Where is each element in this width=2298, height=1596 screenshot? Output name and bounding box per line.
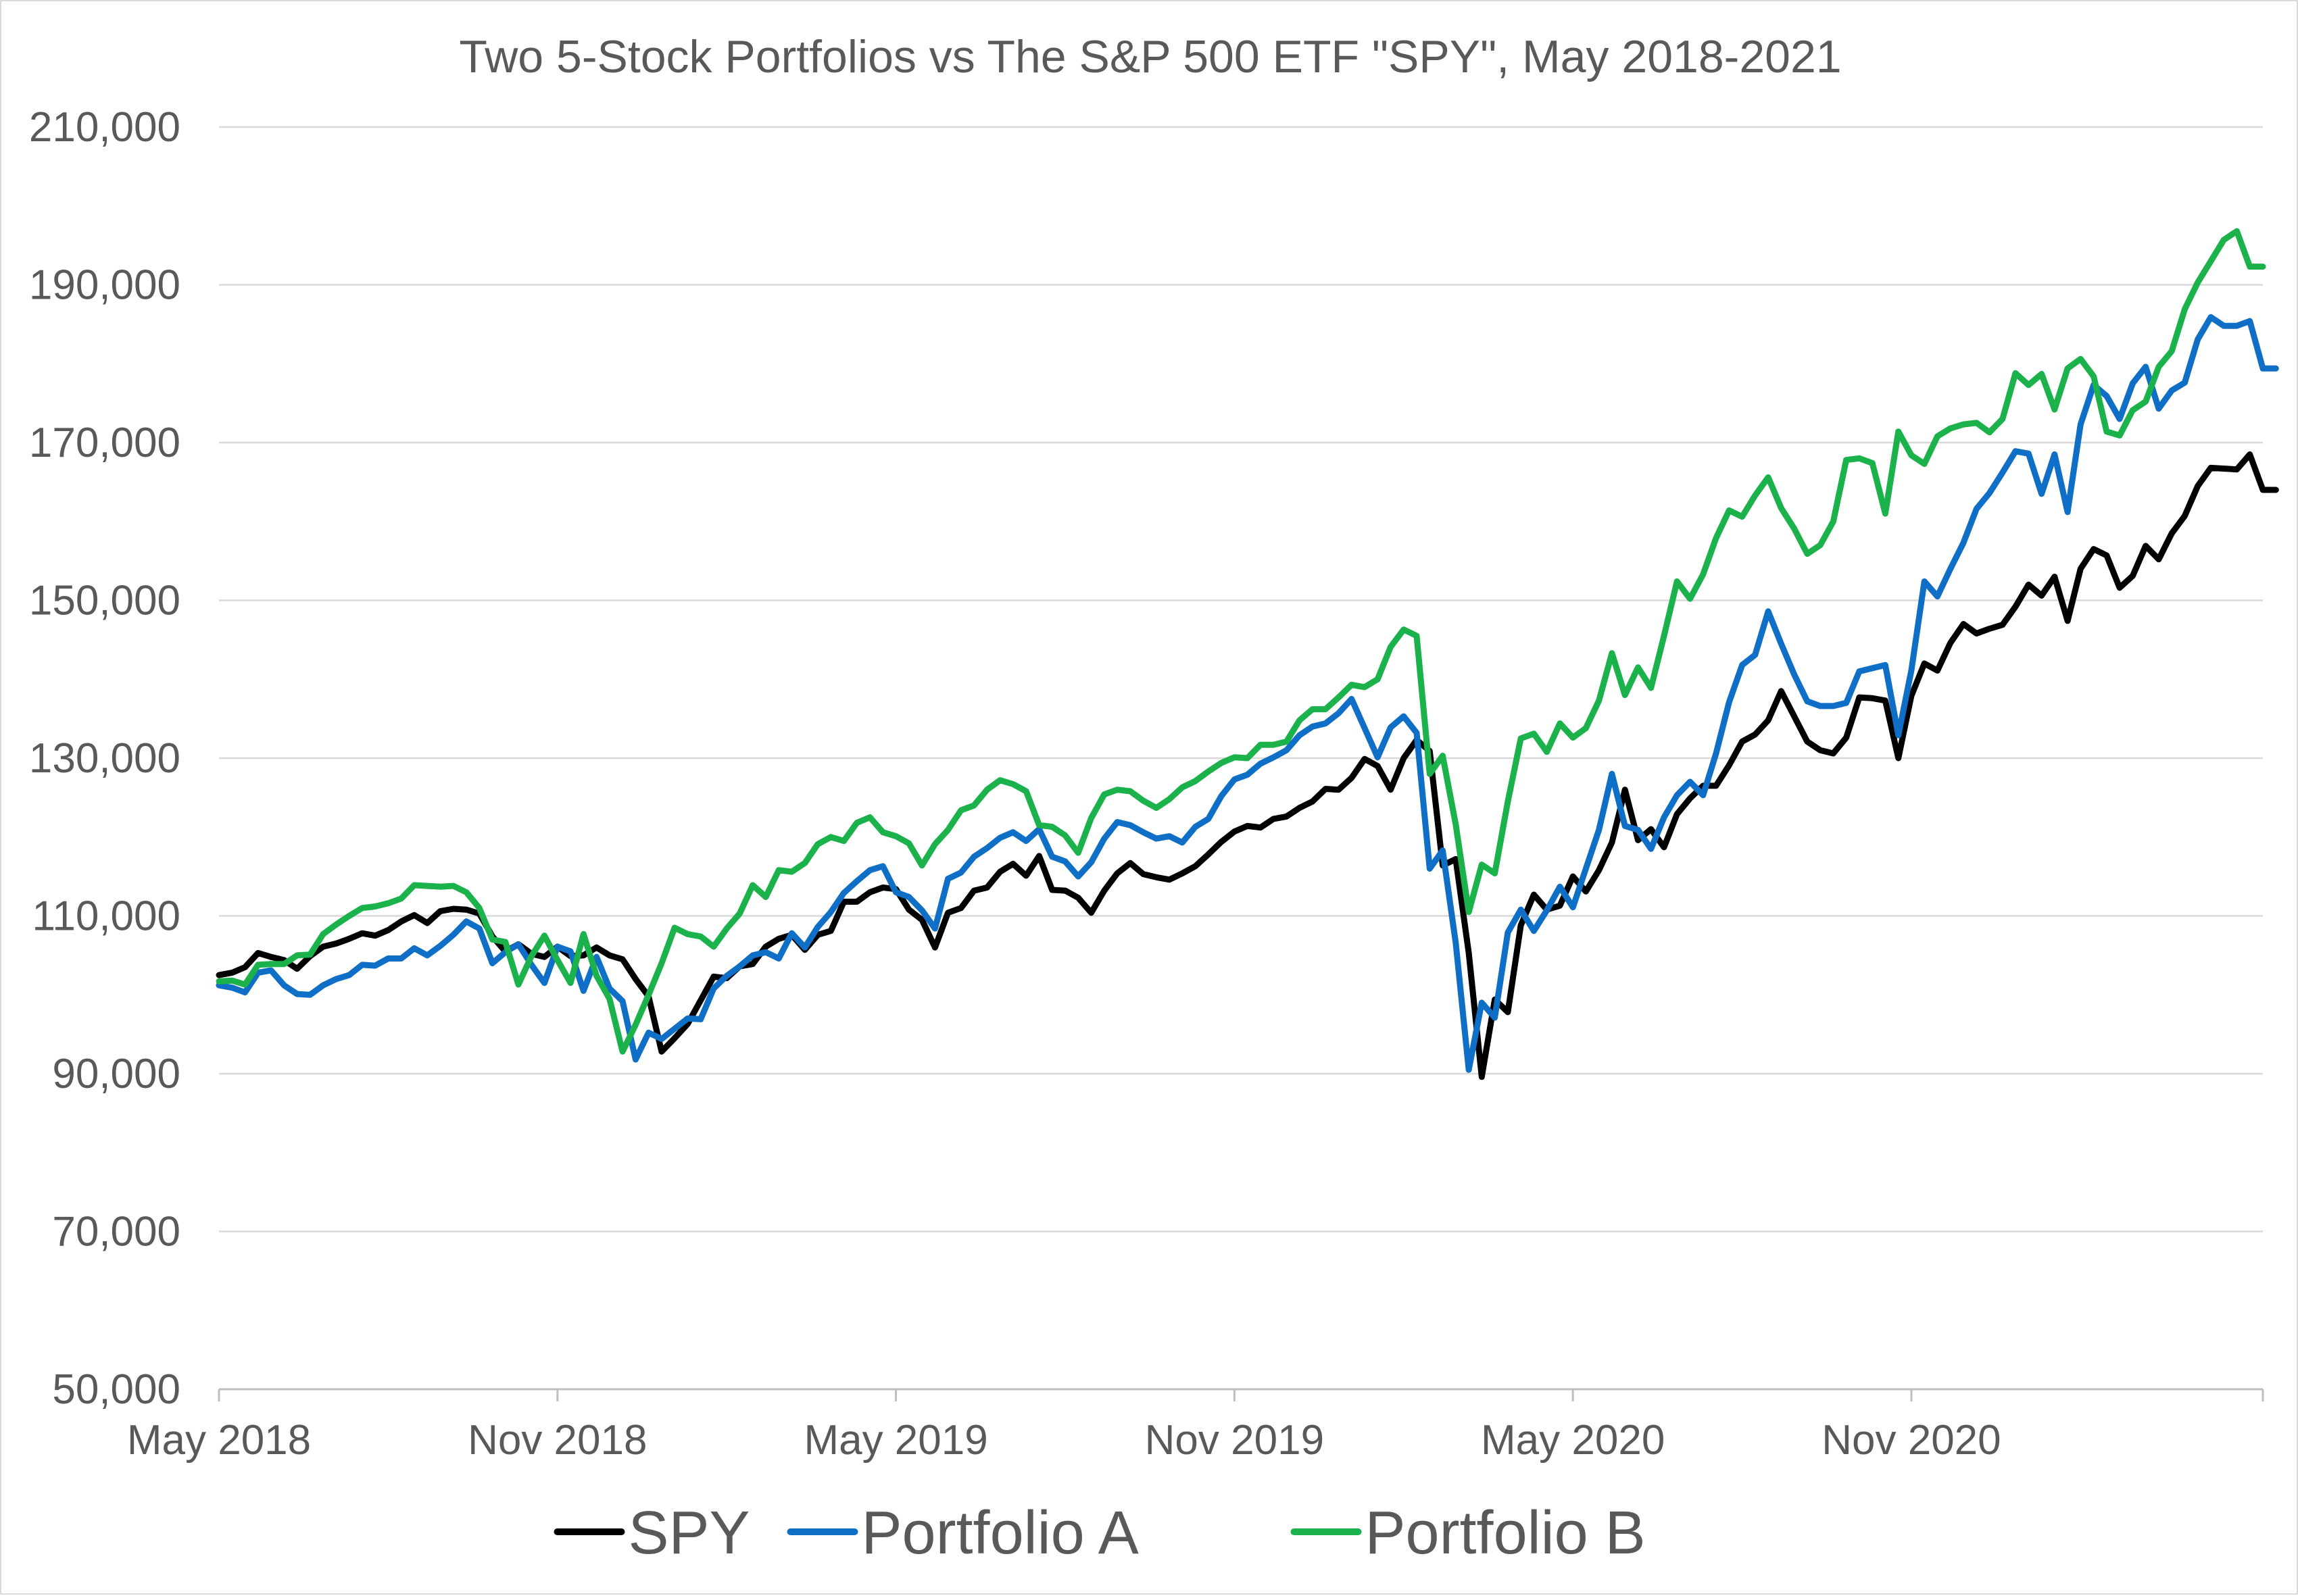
y-tick-label: 190,000 <box>29 262 180 309</box>
series-lines <box>216 228 2279 1080</box>
x-tick-label: Nov 2020 <box>1822 1417 2001 1464</box>
y-tick-label: 210,000 <box>29 104 180 151</box>
y-tick-label: 150,000 <box>29 578 180 624</box>
series-line-portfolio-b <box>216 228 2266 1055</box>
y-tick-label: 50,000 <box>52 1366 180 1413</box>
x-tick-label: May 2018 <box>127 1417 311 1464</box>
y-tick-label: 130,000 <box>29 735 180 782</box>
x-tick-label: May 2019 <box>804 1417 987 1464</box>
y-axis-tick-labels: 50,000 70,000 90,000 110,000 130,000 150,000 1… <box>29 104 180 1413</box>
y-tick-label: 70,000 <box>52 1209 180 1255</box>
legend-label-portfolio-a: Portfolio A <box>862 1499 1139 1567</box>
legend-label-portfolio-b: Portfolio B <box>1365 1499 1646 1567</box>
legend-label-spy: SPY <box>629 1499 750 1567</box>
x-tick-label: Nov 2019 <box>1145 1417 1324 1464</box>
chart-title: Two 5-Stock Portfolios vs The S&P 500 ET… <box>459 31 1841 82</box>
x-tick-label: May 2020 <box>1481 1417 1665 1464</box>
series-line-spy <box>216 451 2279 1080</box>
y-tick-label: 110,000 <box>32 893 180 940</box>
y-tick-label: 170,000 <box>29 420 180 466</box>
y-tick-label: 90,000 <box>52 1051 180 1097</box>
gridlines <box>219 126 2263 1232</box>
series-line-portfolio-a <box>216 314 2279 1073</box>
x-tick-label: Nov 2018 <box>468 1417 647 1464</box>
x-axis: May 2018 Nov 2018 May 2019 Nov 2019 May 2020… <box>127 1388 2264 1464</box>
legend: SPY Portfolio A Portfolio B <box>554 1499 1646 1567</box>
